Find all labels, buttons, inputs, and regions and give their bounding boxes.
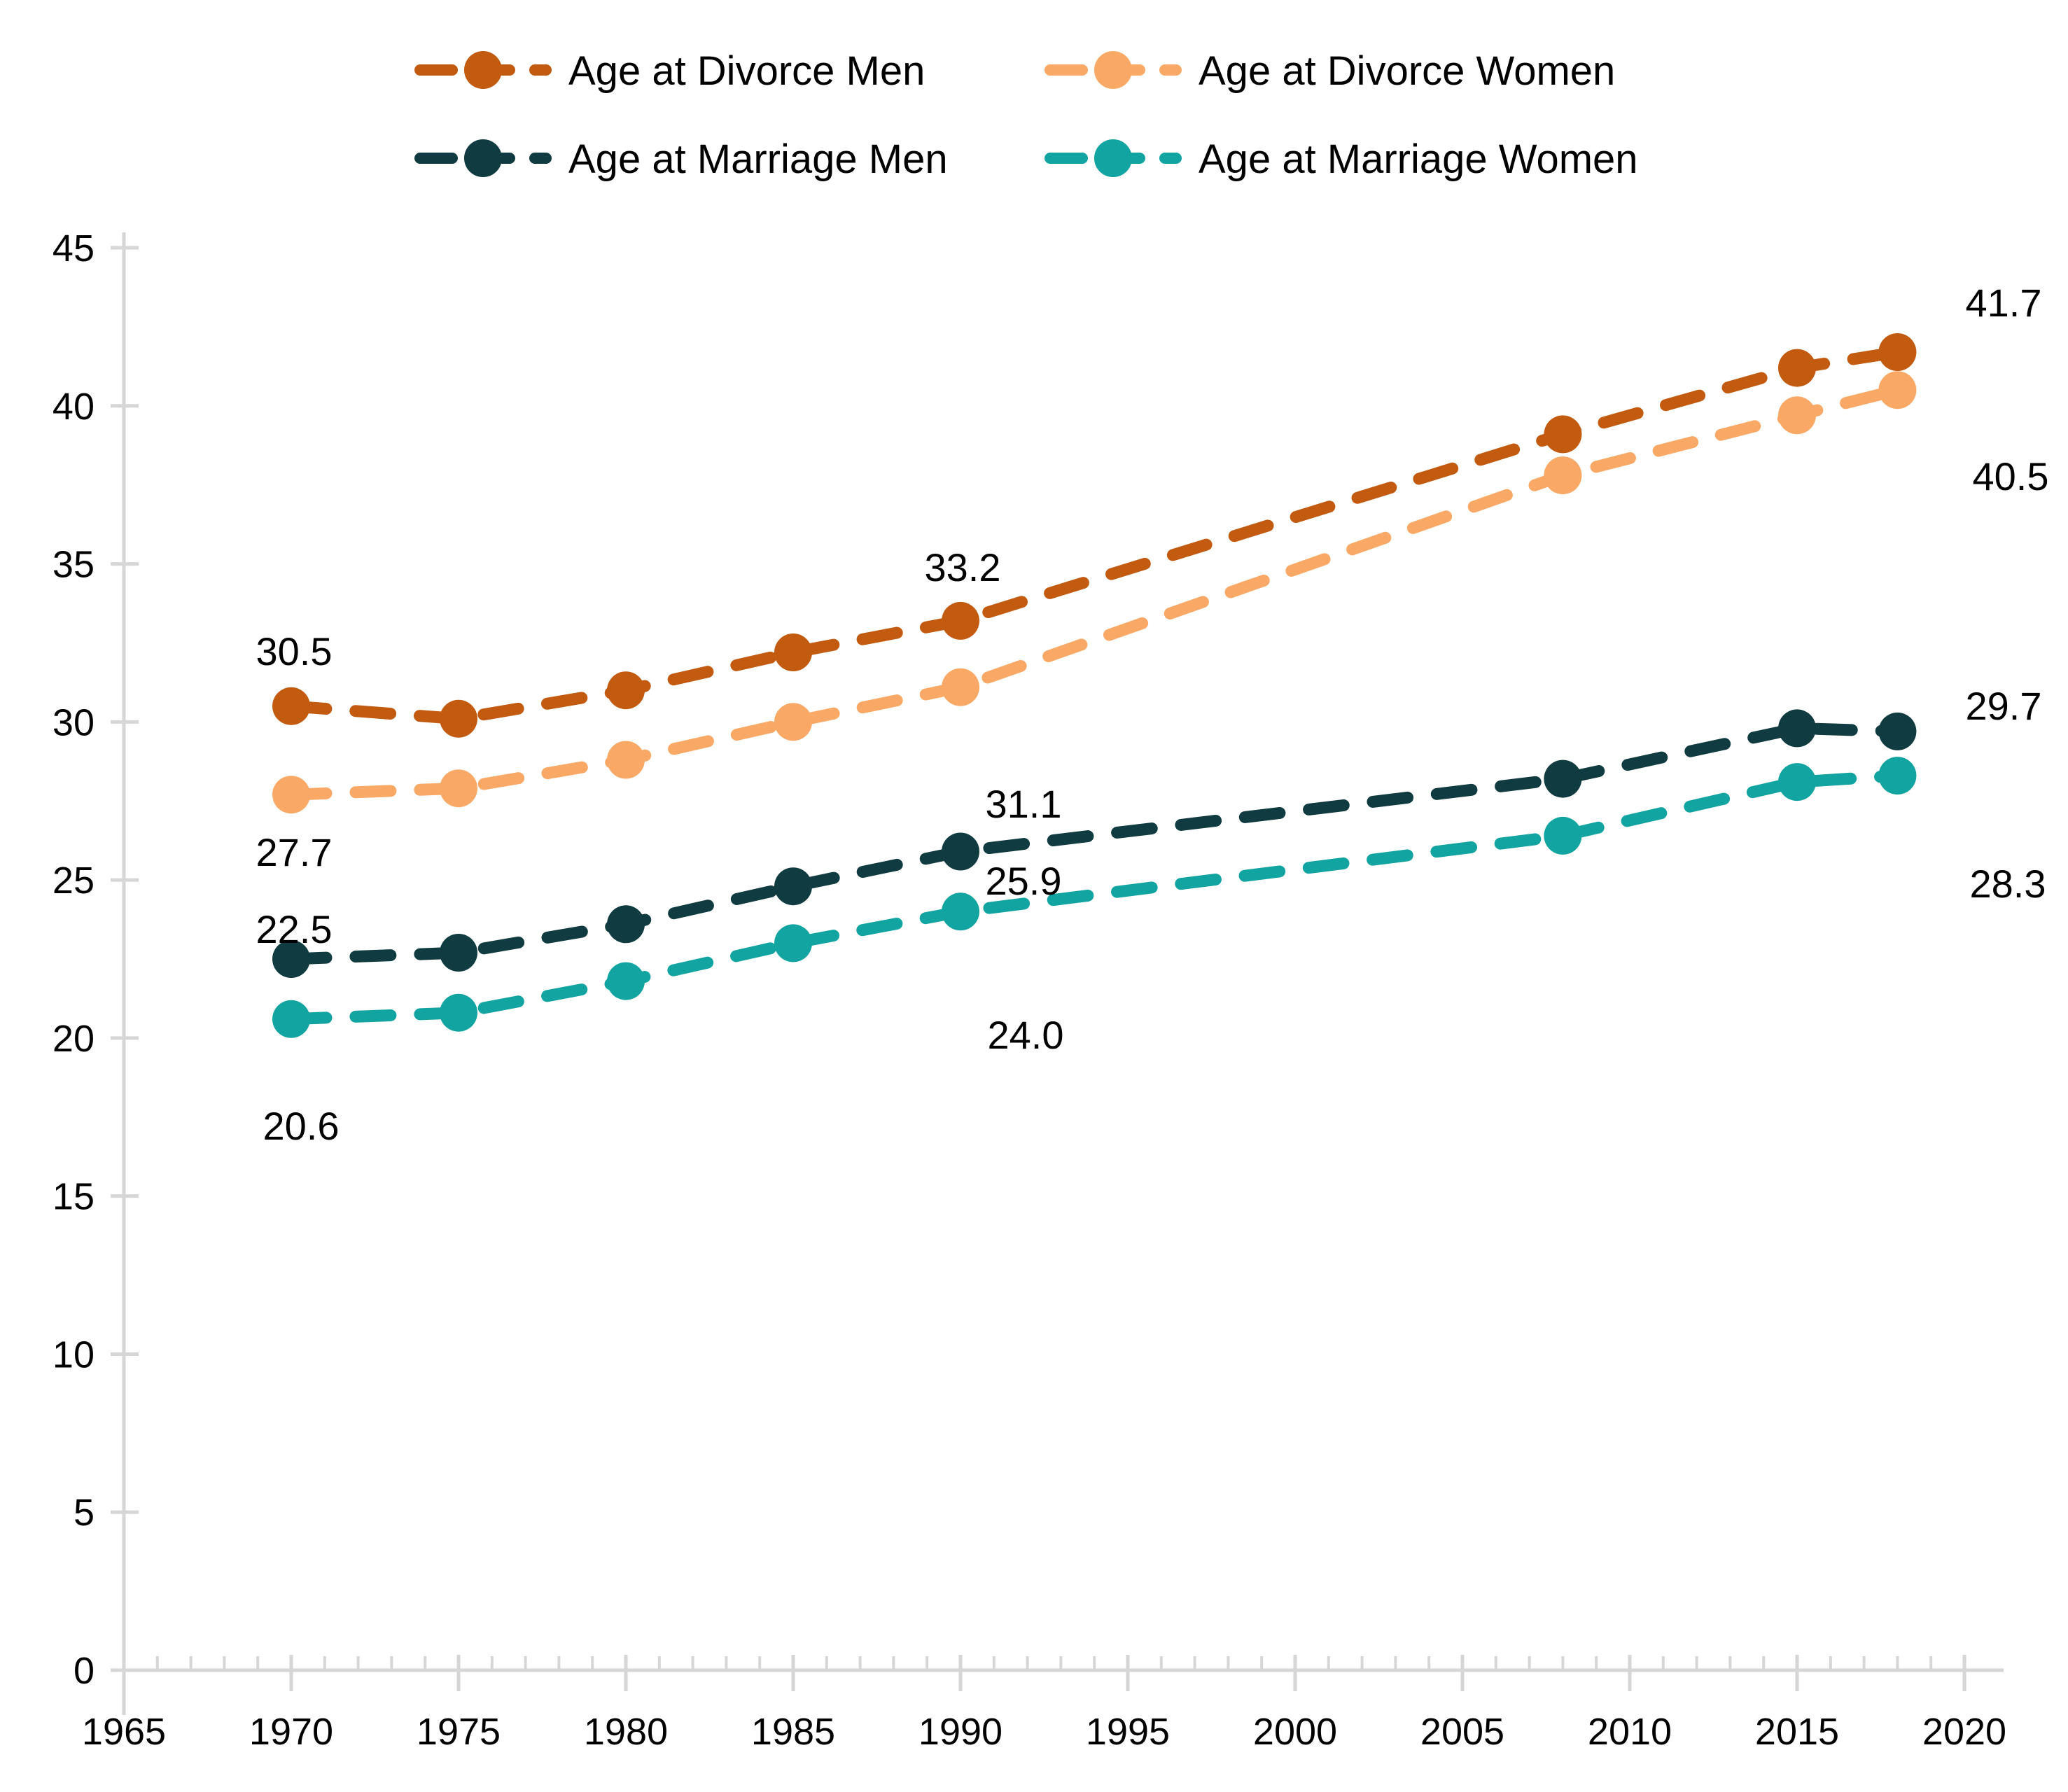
point-age-at-marriage-women-1970 — [272, 1000, 310, 1038]
point-age-at-divorce-women-1980 — [607, 741, 645, 779]
data-label-27.7: 27.7 — [256, 830, 333, 874]
point-age-at-marriage-women-2015 — [1778, 763, 1816, 802]
y-tick-label-25: 25 — [53, 860, 95, 902]
y-tick-label-5: 5 — [74, 1492, 95, 1534]
point-age-at-marriage-men-1990 — [942, 832, 979, 871]
data-label-24.0: 24.0 — [988, 1013, 1064, 1057]
x-tick-label-1980: 1980 — [584, 1711, 668, 1753]
x-tick-label-1995: 1995 — [1086, 1711, 1170, 1753]
x-tick-label-2010: 2010 — [1588, 1711, 1672, 1753]
point-age-at-divorce-men-2015 — [1778, 349, 1816, 387]
point-age-at-divorce-men-1990 — [942, 601, 979, 640]
chart-legend: Age at Divorce Men Age at Divorce Women … — [414, 48, 1638, 182]
legend-dot-icon — [464, 51, 502, 89]
x-tick-label-1975: 1975 — [417, 1711, 501, 1753]
point-age-at-marriage-women-1985 — [774, 924, 812, 962]
y-tick-label-35: 35 — [53, 544, 95, 586]
data-label-41.7: 41.7 — [1966, 281, 2042, 325]
point-age-at-marriage-men-1970 — [272, 940, 310, 978]
data-label-20.6: 20.6 — [263, 1104, 340, 1148]
plot-area: 0 5 10 15 20 25 30 35 40 45 1965 1970 1975 1980 1985 19… — [53, 227, 2049, 1753]
legend-label: Age at Divorce Men — [568, 48, 925, 94]
point-age-at-divorce-women-1985 — [774, 703, 812, 741]
y-tick-label-15: 15 — [53, 1176, 95, 1218]
x-tick-label-1985: 1985 — [751, 1711, 835, 1753]
point-age-at-marriage-women-2008 — [1544, 816, 1582, 855]
point-age-at-divorce-women-2015 — [1778, 396, 1816, 435]
x-tick-label-1970: 1970 — [249, 1711, 333, 1753]
point-age-at-divorce-women-1975 — [440, 769, 477, 808]
data-label-30.5: 30.5 — [256, 629, 333, 673]
y-tick-label-20: 20 — [53, 1018, 95, 1060]
data-label-22.5: 22.5 — [256, 907, 333, 951]
data-label-33.2: 33.2 — [925, 545, 1001, 589]
point-age-at-marriage-men-1985 — [774, 867, 812, 906]
point-age-at-divorce-men-1985 — [774, 634, 812, 671]
x-tick-label-2020: 2020 — [1922, 1711, 2006, 1753]
point-age-at-divorce-men-1970 — [272, 687, 310, 725]
x-tick-label-2015: 2015 — [1755, 1711, 1839, 1753]
line-age-at-divorce-women — [285, 384, 1903, 801]
point-age-at-marriage-women-1975 — [440, 993, 477, 1032]
line-age-at-divorce-men — [285, 346, 1903, 725]
legend-item-age-at-marriage-women: Age at Marriage Women — [1045, 136, 1638, 182]
legend-item-age-at-marriage-men: Age at Marriage Men — [414, 136, 948, 182]
point-age-at-divorce-men-1980 — [607, 671, 645, 710]
legend-item-age-at-divorce-women: Age at Divorce Women — [1045, 48, 1615, 94]
legend-label: Age at Marriage Men — [568, 136, 948, 182]
point-age-at-marriage-men-2018 — [1878, 712, 1917, 750]
data-label-31.1: 31.1 — [986, 782, 1062, 826]
legend-label: Age at Marriage Women — [1199, 136, 1638, 182]
point-age-at-divorce-women-1990 — [942, 668, 979, 706]
point-age-at-marriage-men-1975 — [440, 934, 477, 972]
legend-dot-icon — [1094, 139, 1132, 177]
y-tick-label-30: 30 — [53, 701, 95, 743]
legend-dot-icon — [1094, 51, 1132, 89]
point-age-at-divorce-women-1970 — [272, 776, 310, 814]
point-age-at-divorce-men-2018 — [1878, 333, 1917, 371]
data-label-29.7: 29.7 — [1966, 684, 2042, 728]
y-tick-label-40: 40 — [53, 386, 95, 428]
y-tick-label-10: 10 — [53, 1334, 95, 1376]
x-tick-label-1990: 1990 — [918, 1711, 1002, 1753]
point-age-at-marriage-men-1980 — [607, 905, 645, 944]
point-age-at-marriage-women-1980 — [607, 962, 645, 1000]
x-tick-label-2000: 2000 — [1253, 1711, 1337, 1753]
x-tick-label-2005: 2005 — [1420, 1711, 1504, 1753]
point-age-at-divorce-women-2018 — [1878, 371, 1917, 410]
legend-dot-icon — [464, 139, 502, 177]
line-age-at-marriage-men — [285, 722, 1903, 965]
data-label-28.3: 28.3 — [1970, 862, 2046, 906]
data-label-25.9: 25.9 — [986, 859, 1062, 903]
legend-item-age-at-divorce-men: Age at Divorce Men — [414, 48, 925, 94]
point-age-at-divorce-women-2008 — [1544, 456, 1582, 495]
y-tick-label-0: 0 — [74, 1650, 95, 1692]
point-age-at-divorce-men-2008 — [1544, 415, 1582, 454]
line-age-at-marriage-women — [285, 769, 1903, 1026]
point-age-at-marriage-women-2018 — [1878, 757, 1917, 795]
point-age-at-marriage-men-2008 — [1544, 760, 1582, 798]
point-age-at-divorce-men-1975 — [440, 699, 477, 738]
y-tick-label-45: 45 — [53, 227, 95, 270]
data-label-40.5: 40.5 — [1973, 454, 2049, 498]
x-tick-label-1965: 1965 — [82, 1711, 166, 1753]
point-age-at-marriage-men-2015 — [1778, 709, 1816, 748]
point-age-at-marriage-women-1990 — [942, 892, 979, 931]
legend-label: Age at Divorce Women — [1199, 48, 1615, 94]
